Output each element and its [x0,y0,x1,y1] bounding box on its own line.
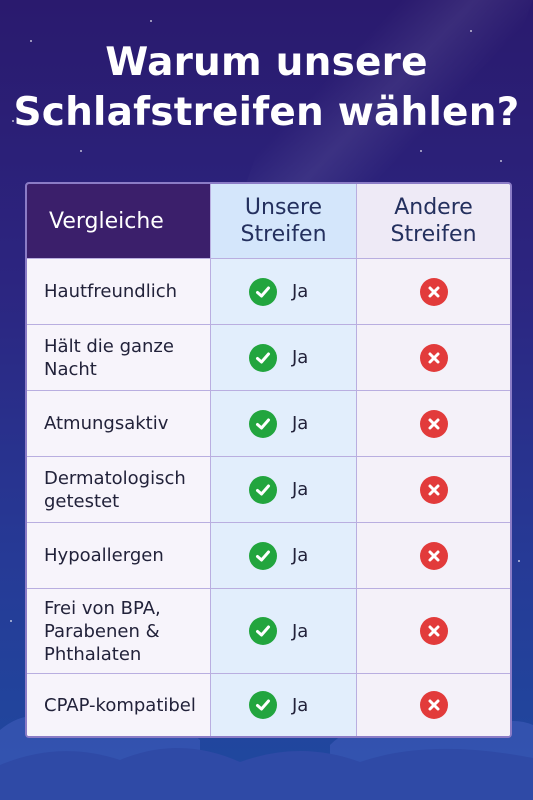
x-circle-icon [419,691,448,719]
x-circle-icon [419,409,448,438]
feature-label-line: Phthalaten [44,643,142,665]
ours-cell: Ja [211,589,357,674]
yes-label: Ja [292,479,309,500]
yes-label: Ja [292,694,309,716]
other-cell [357,259,510,325]
other-cell [357,325,510,391]
ours-cell: Ja [211,457,357,523]
header-our-strips: Unsere Streifen [211,184,357,259]
check-circle-icon [249,277,277,306]
ours-cell: Ja [211,523,357,589]
ours-cell: Ja [211,325,357,391]
feature-label-line: Parabenen & [44,620,160,642]
feature-label-line: Hält die ganze [44,335,174,357]
star [30,40,32,42]
page-title: Warum unsere Schlafstreifen wählen? [0,38,533,138]
yes-label: Ja [292,413,309,434]
header-other-strips: Andere Streifen [357,184,510,259]
feature-label: CPAP-kompatibel [27,674,211,736]
check-circle-icon [249,343,277,372]
feature-label-line: Nacht [44,358,97,380]
x-circle-icon [419,343,448,372]
header-ours-line-2: Streifen [240,222,327,247]
header-other-line-2: Streifen [390,222,477,247]
header-other-line-1: Andere [394,195,473,220]
other-cell [357,457,510,523]
check-circle-icon [249,691,277,719]
x-circle-icon [419,475,448,504]
feature-label: Atmungsaktiv [27,391,211,457]
feature-label-line: Hautfreundlich [44,281,177,302]
check-circle-icon [249,409,277,438]
feature-label-line: Hypoallergen [44,545,164,566]
feature-label-line: Atmungsaktiv [44,413,169,434]
x-circle-icon [419,617,448,645]
star [150,20,152,22]
star [80,150,82,152]
other-cell [357,391,510,457]
header-ours-line-1: Unsere [244,195,323,220]
ours-cell: Ja [211,259,357,325]
feature-label-line: Dermatologisch [44,467,186,489]
yes-label: Ja [292,347,309,368]
comparison-table: Vergleiche Unsere Streifen Andere Streif… [25,182,512,738]
ours-cell: Ja [211,391,357,457]
yes-label: Ja [292,545,309,566]
check-circle-icon [249,617,277,645]
feature-label: Hält die ganze Nacht [27,325,211,391]
ours-cell: Ja [211,674,357,736]
header-feature: Vergleiche [27,184,211,259]
feature-label-line: Frei von BPA, [44,597,161,619]
check-circle-icon [249,541,277,570]
feature-label: Hautfreundlich [27,259,211,325]
title-line-2: Schlafstreifen wählen? [13,90,520,135]
feature-label: Frei von BPA, Parabenen & Phthalaten [27,589,211,674]
other-cell [357,589,510,674]
feature-label: Hypoallergen [27,523,211,589]
yes-label: Ja [292,281,309,302]
star [420,150,422,152]
yes-label: Ja [292,620,309,642]
x-circle-icon [419,541,448,570]
x-circle-icon [419,277,448,306]
other-cell [357,523,510,589]
feature-label: Dermatologisch getestet [27,457,211,523]
star [518,560,520,562]
star [10,620,12,622]
check-circle-icon [249,475,277,504]
feature-label-line: CPAP-kompatibel [44,694,196,716]
star [470,30,472,32]
other-cell [357,674,510,736]
star [500,160,502,162]
feature-label-line: getestet [44,490,120,512]
title-line-1: Warum unsere [105,40,428,85]
star [12,120,14,122]
